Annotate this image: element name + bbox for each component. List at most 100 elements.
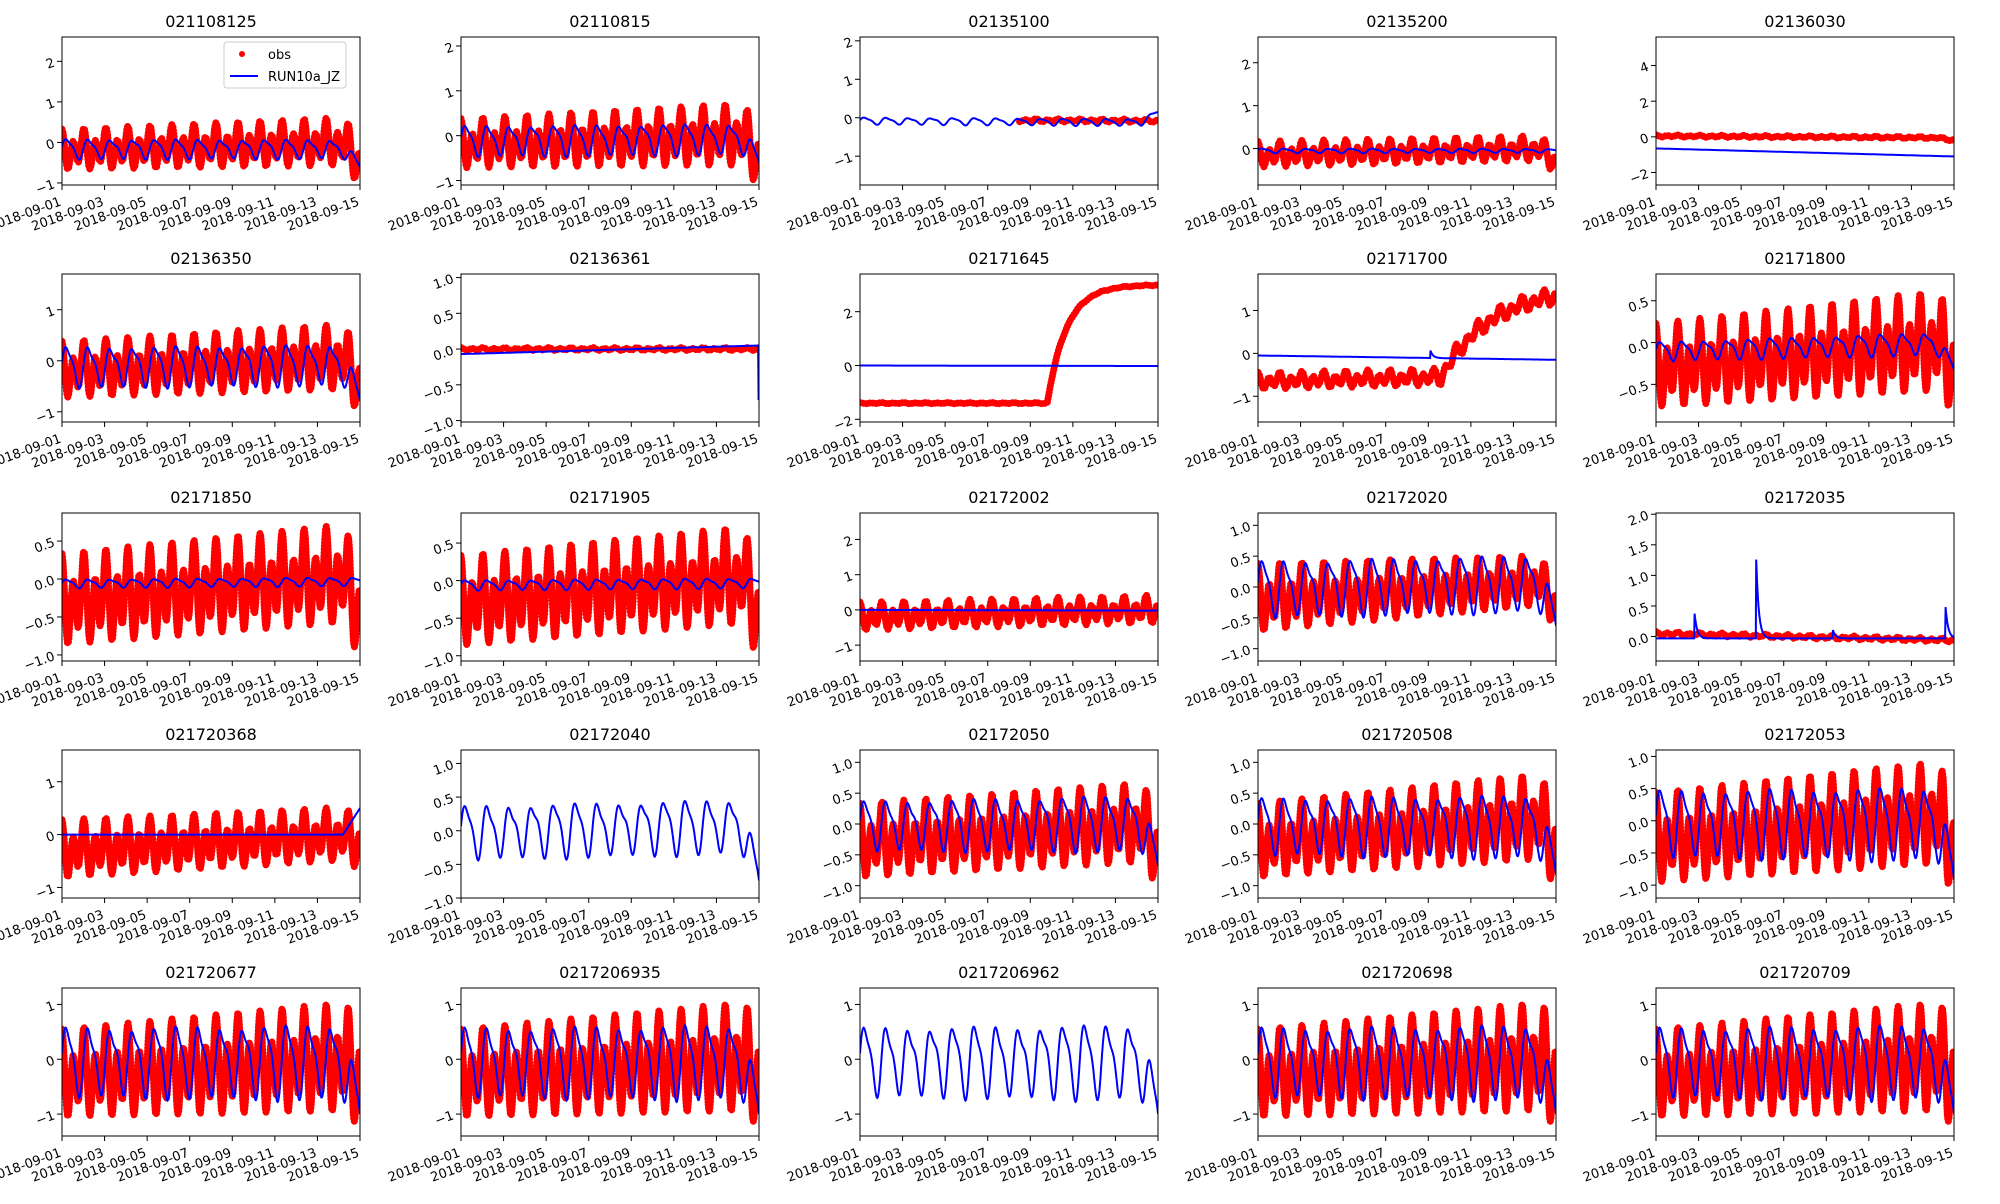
ytick-label: −1 [433, 175, 456, 196]
subplot-0217206935: 0217206935−1012018-09-012018-09-032018-0… [386, 963, 760, 1186]
ytick-label: −1 [34, 177, 57, 198]
ytick-label: −0.5 [820, 849, 855, 874]
obs-series-core [1656, 291, 1954, 409]
subplot-02172053: 02172053−1.0−0.50.00.51.02018-09-012018-… [1581, 725, 1955, 948]
ytick-label: −2 [832, 414, 855, 435]
subplot-0217206962: 0217206962−1012018-09-012018-09-032018-0… [785, 963, 1159, 1186]
ytick-label: 0 [44, 137, 57, 154]
ytick-label: 0 [44, 829, 57, 846]
axes-frame [1257, 987, 1557, 1137]
ytick-label: −0.5 [421, 379, 456, 404]
ytick-label: 2 [44, 56, 57, 73]
ytick-label: 2 [1240, 57, 1253, 74]
ytick-label: 1 [44, 776, 57, 793]
axes-frame [61, 273, 361, 423]
ytick-label: 0.0 [1627, 815, 1652, 836]
ytick-label: 1.0 [1627, 751, 1652, 772]
model-series [62, 138, 360, 168]
model-series [860, 1024, 1158, 1114]
ytick-label: 0.5 [432, 308, 457, 329]
ytick-label: 0 [1240, 1054, 1253, 1071]
subplot-02172040: 02172040−1.0−0.50.00.51.02018-09-012018-… [386, 725, 760, 948]
ytick-label: 0.0 [33, 573, 58, 594]
obs-series-core [1258, 287, 1556, 391]
subplot-title: 021720508 [1361, 725, 1453, 744]
plot-area [1656, 131, 1954, 158]
obs-series [860, 780, 1158, 882]
plot-area [461, 799, 759, 881]
subplot-021720368: 021720368−1012018-09-012018-09-032018-09… [0, 725, 361, 948]
ytick-label: 0 [443, 130, 456, 147]
subplot-title: 02136030 [1764, 12, 1845, 31]
ytick-label: −1 [34, 1108, 57, 1129]
ytick-label: −1 [832, 1108, 855, 1129]
ytick-label: 0 [1638, 1054, 1651, 1071]
ytick-label: 1 [44, 96, 57, 113]
obs-series-core [461, 102, 759, 182]
plot-area [1656, 289, 1954, 410]
ytick-label: 0 [44, 355, 57, 372]
obs-series-core [860, 593, 1158, 632]
obs-series-core [1258, 133, 1556, 171]
subplot-02136361: 02136361−1.0−0.50.00.51.02018-09-012018-… [386, 249, 760, 472]
subplot-title: 02171905 [569, 488, 650, 507]
subplot-title: 02172002 [968, 488, 1049, 507]
obs-series-core [461, 526, 759, 650]
ytick-label: 0.0 [831, 818, 856, 839]
plot-area [860, 111, 1158, 127]
ytick-label: 1 [1240, 100, 1253, 117]
axes-frame [460, 987, 760, 1137]
ytick-label: −1.0 [1218, 643, 1253, 668]
subplot-title: 0217206962 [958, 963, 1060, 982]
ytick-label: −0.5 [1218, 849, 1253, 874]
axes-frame [859, 987, 1159, 1137]
model-series [461, 577, 759, 592]
ytick-label: −0.5 [421, 613, 456, 638]
ytick-label: −1.0 [22, 649, 57, 674]
ytick-label: 0 [44, 1054, 57, 1071]
model-series [860, 795, 1158, 867]
axes-frame [460, 36, 760, 186]
plot-area [461, 100, 759, 184]
subplot-02172020: 02172020−1.0−0.50.00.51.02018-09-012018-… [1183, 488, 1557, 711]
plot-area [1656, 760, 1954, 888]
axes-frame [1257, 36, 1557, 186]
subplot-021108125: 021108125−10122018-09-012018-09-032018-0… [0, 12, 361, 235]
subplot-02135200: 021352000122018-09-012018-09-032018-09-0… [1183, 12, 1557, 235]
subplot-title: 021720698 [1361, 963, 1453, 982]
ytick-label: 0.0 [432, 825, 457, 846]
ytick-label: 1.0 [1229, 520, 1254, 541]
model-series [1656, 559, 1954, 640]
ytick-label: −1 [1628, 1108, 1651, 1129]
plot-area [62, 1000, 360, 1125]
model-series [62, 576, 360, 590]
subplot-title: 02172035 [1764, 488, 1845, 507]
model-series [1258, 555, 1556, 627]
axes-frame [61, 749, 361, 899]
model-series [461, 123, 759, 163]
subplot-title: 02135100 [968, 12, 1049, 31]
ytick-label: 1 [44, 999, 57, 1016]
obs-series [860, 281, 1158, 408]
subplot-title: 021108125 [165, 12, 257, 31]
ytick-label: 1.0 [1627, 570, 1652, 591]
axes-frame [1655, 987, 1955, 1137]
ytick-label: −1.0 [1218, 880, 1253, 905]
ytick-label: 1 [1240, 305, 1253, 322]
subplot-title: 021720368 [165, 725, 257, 744]
ytick-label: 0 [1240, 143, 1253, 160]
ytick-label: 1.5 [1627, 539, 1652, 560]
plot-area [1258, 552, 1556, 634]
ytick-label: 0.0 [1229, 581, 1254, 602]
subplot-02171905: 02171905−1.0−0.50.00.52018-09-012018-09-… [386, 488, 760, 711]
subplot-title: 02135200 [1366, 12, 1447, 31]
ytick-label: 0.0 [1229, 818, 1254, 839]
subplot-title: 02136350 [170, 249, 251, 268]
axes-frame [1655, 273, 1955, 423]
model-series [461, 799, 759, 881]
ytick-label: 0 [1240, 348, 1253, 365]
axes-frame [1655, 36, 1955, 186]
model-series [1258, 1024, 1556, 1114]
model-series [860, 111, 1158, 127]
